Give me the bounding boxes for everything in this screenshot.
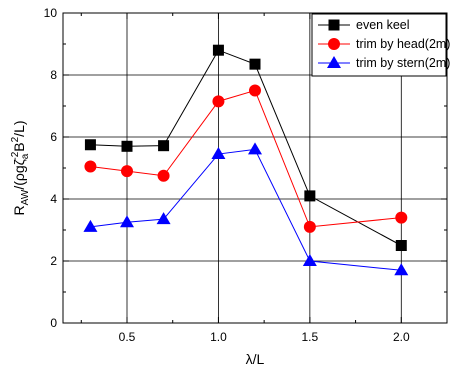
- y-title-sub2: a: [20, 153, 31, 159]
- x-axis-title: λ/L: [246, 351, 265, 367]
- y-tick-label-3: 6: [50, 130, 57, 144]
- legend-marker-1: [328, 38, 340, 50]
- legend-label-2: trim by stern(2m): [356, 56, 450, 70]
- x-tick-label-3: 2.0: [393, 330, 410, 344]
- data-point-2-3: [211, 147, 226, 160]
- legend-label-1: trim by head(2m): [356, 37, 450, 51]
- data-point-0-2: [158, 140, 170, 152]
- series-2: [83, 142, 409, 276]
- axis-ticks: [63, 12, 447, 324]
- data-point-1-0: [84, 160, 97, 173]
- data-point-2-6: [394, 263, 409, 276]
- data-point-2-1: [120, 215, 134, 228]
- y-title-tail: B: [11, 142, 27, 151]
- series-layer: [83, 44, 409, 276]
- y-title-sub1: AW: [20, 189, 31, 205]
- data-point-2-2: [156, 212, 171, 225]
- y-tick-label-5: 10: [44, 6, 58, 20]
- data-point-1-5: [303, 220, 316, 233]
- data-point-0-1: [121, 140, 133, 152]
- data-point-1-6: [395, 211, 408, 224]
- data-point-1-3: [212, 95, 225, 108]
- legend-marker-0: [328, 19, 340, 31]
- series-0: [84, 44, 407, 251]
- legend-item-2: trim by stern(2m): [318, 56, 450, 70]
- y-tick-label-4: 8: [50, 68, 57, 82]
- legend-label-0: even keel: [356, 18, 410, 32]
- data-point-1-2: [157, 169, 170, 182]
- tick-labels: 0.5 1.0 1.5 2.0 0 2 4 6 8 10: [44, 6, 410, 344]
- y-tick-label-1: 2: [50, 254, 57, 268]
- legend-item-0: even keel: [318, 18, 410, 32]
- data-point-0-5: [304, 190, 316, 202]
- data-point-2-5: [302, 254, 317, 266]
- y-tick-label-0: 0: [50, 316, 57, 330]
- legend-marker-2: [327, 56, 341, 68]
- legend: even keel trim by head(2m) trim by stern(2…: [311, 13, 450, 77]
- data-point-0-0: [84, 139, 96, 151]
- data-point-0-6: [395, 240, 407, 251]
- data-point-1-4: [249, 84, 261, 97]
- y-tick-label-2: 4: [50, 192, 57, 206]
- legend-item-1: trim by head(2m): [318, 37, 450, 51]
- data-point-2-4: [248, 142, 262, 155]
- y-title-sup3: 2: [10, 136, 21, 142]
- y-title-mid: /(ρgζ: [11, 159, 27, 189]
- y-title-end: /L): [11, 120, 27, 136]
- series-1: [84, 84, 408, 233]
- legend-items: even keel trim by head(2m) trim by stern(2…: [318, 18, 450, 70]
- y-axis-title: RAW/(ρgζa-2B2/L): [10, 120, 31, 215]
- y-title-sup2: -2: [10, 151, 21, 160]
- x-tick-label-1: 1.0: [210, 330, 227, 344]
- data-point-0-4: [249, 58, 261, 70]
- y-title-base: R: [11, 205, 27, 215]
- data-point-1-1: [121, 165, 133, 178]
- x-tick-label-0: 0.5: [119, 330, 136, 344]
- x-tick-label-2: 1.5: [302, 330, 319, 344]
- data-point-0-3: [212, 44, 224, 56]
- data-point-2-0: [83, 219, 98, 232]
